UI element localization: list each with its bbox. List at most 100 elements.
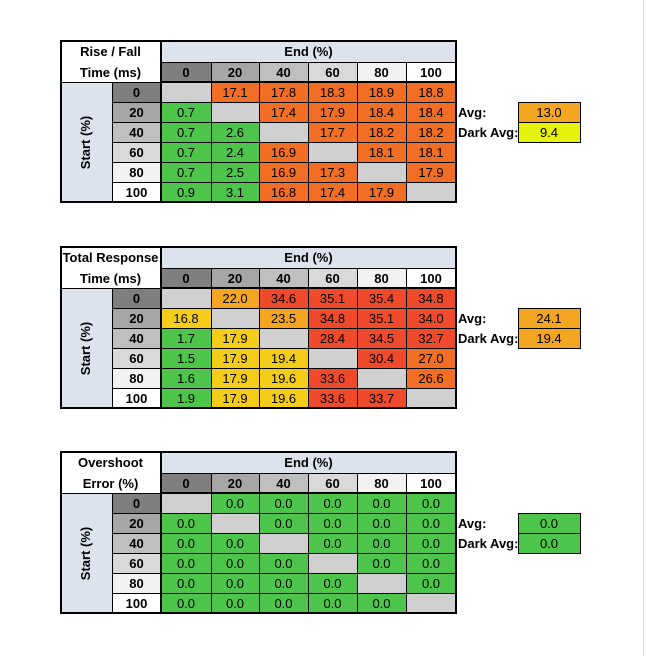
table-cell: 0.0	[357, 553, 406, 573]
table-cell: 17.9	[211, 368, 259, 388]
grid-line	[406, 268, 407, 408]
row-group-label: Start (%)	[78, 321, 94, 375]
table-cell: 0.0	[406, 553, 456, 573]
row-header: 100	[112, 593, 161, 613]
title-line-2: Time (ms)	[79, 64, 142, 80]
table-cell: 23.5	[259, 308, 308, 328]
grid-line	[112, 122, 456, 123]
table-cell: 17.3	[308, 162, 357, 182]
table-cell: 17.4	[308, 182, 357, 202]
table-cell: 26.6	[406, 368, 456, 388]
table-cell: 0.0	[211, 573, 259, 593]
table-cell: 18.2	[406, 122, 456, 142]
table-cell: 17.9	[406, 162, 456, 182]
dark-avg-value: 0.0	[518, 533, 580, 553]
table-cell: 30.4	[357, 348, 406, 368]
grid-line	[60, 407, 457, 409]
table-cell: 0.9	[161, 182, 211, 202]
response-table-0: Rise / Fall Time (ms) End (%) Start (%) …	[0, 40, 646, 220]
grid-line	[160, 82, 162, 202]
table-cell: 0.0	[211, 553, 259, 573]
table-cell: 33.6	[308, 388, 357, 408]
col-header: 60	[308, 268, 357, 288]
row-group-label-box: Start (%)	[60, 82, 112, 202]
grid-line	[580, 308, 581, 348]
row-header: 80	[112, 162, 161, 182]
table-cell: 19.6	[259, 368, 308, 388]
col-group-label: End (%)	[161, 40, 456, 62]
row-header: 100	[112, 182, 161, 202]
grid-line	[112, 142, 456, 143]
table-cell: 0.0	[259, 573, 308, 593]
table-cell: 17.8	[259, 82, 308, 102]
table-cell: 17.9	[308, 102, 357, 122]
grid-line	[60, 246, 457, 248]
grid-line	[112, 328, 456, 329]
dark-avg-value: 9.4	[518, 122, 580, 142]
table-cell: 0.0	[211, 533, 259, 553]
table-cell	[308, 553, 357, 573]
col-header: 0	[161, 268, 211, 288]
grid-line	[60, 40, 457, 42]
table-cell: 17.7	[308, 122, 357, 142]
row-group-label: Start (%)	[78, 115, 94, 169]
grid-line	[112, 553, 456, 554]
table-cell: 18.1	[357, 142, 406, 162]
row-group-label-box: Start (%)	[60, 493, 112, 613]
table-cell: 18.3	[308, 82, 357, 102]
grid-line	[112, 288, 113, 408]
grid-line	[259, 268, 260, 408]
table-cell: 17.9	[211, 348, 259, 368]
col-group-label: End (%)	[161, 246, 456, 268]
grid-line	[518, 533, 581, 534]
table-cell: 32.7	[406, 328, 456, 348]
table-cell: 16.9	[259, 142, 308, 162]
table-cell: 0.0	[161, 533, 211, 553]
grid-line	[308, 473, 309, 613]
col-header: 100	[406, 473, 456, 493]
table-cell: 33.6	[308, 368, 357, 388]
table-cell	[308, 142, 357, 162]
col-header: 40	[259, 473, 308, 493]
grid-line	[580, 513, 581, 553]
grid-line	[518, 142, 581, 143]
grid-line	[259, 473, 260, 613]
grid-line	[580, 102, 581, 142]
grid-line	[112, 102, 456, 103]
table-cell	[406, 182, 456, 202]
grid-line	[161, 287, 456, 289]
table-cell: 2.5	[211, 162, 259, 182]
col-header: 20	[211, 268, 259, 288]
table-cell: 17.9	[211, 388, 259, 408]
table-cell: 1.5	[161, 348, 211, 368]
table-cell: 0.0	[406, 513, 456, 533]
grid-line	[112, 368, 456, 369]
col-header: 100	[406, 268, 456, 288]
table-cell: 18.4	[406, 102, 456, 122]
table-cell: 0.0	[211, 593, 259, 613]
title-line-1: Total Response	[62, 249, 159, 265]
table-cell: 0.0	[161, 573, 211, 593]
table-cell: 0.0	[161, 553, 211, 573]
table-cell: 28.4	[308, 328, 357, 348]
table-cell: 0.0	[259, 493, 308, 513]
grid-line	[60, 40, 62, 203]
table-cell: 0.0	[308, 533, 357, 553]
table-cell: 1.9	[161, 388, 211, 408]
avg-label: Avg:	[458, 104, 487, 120]
table-cell	[211, 102, 259, 122]
grid-line	[60, 201, 457, 203]
grid-line	[60, 451, 457, 453]
grid-line	[160, 493, 162, 613]
table-cell: 0.0	[259, 593, 308, 613]
table-cell: 34.5	[357, 328, 406, 348]
avg-label: Avg:	[458, 515, 487, 531]
table-cell: 0.7	[161, 122, 211, 142]
grid-line	[357, 62, 358, 202]
table-cell: 0.0	[308, 573, 357, 593]
avg-label: Avg:	[458, 310, 487, 326]
table-cell: 22.0	[211, 288, 259, 308]
row-header: 0	[112, 82, 161, 102]
avg-value: 24.1	[518, 308, 580, 328]
row-group-label-box: Start (%)	[60, 288, 112, 408]
